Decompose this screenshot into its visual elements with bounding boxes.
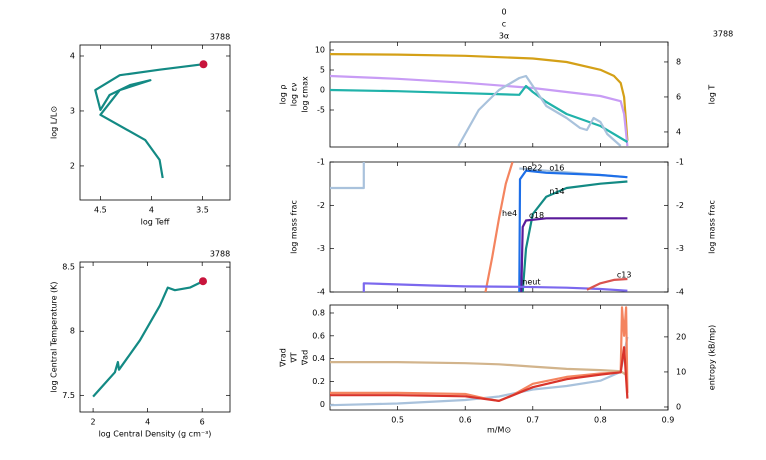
- series-line: [330, 306, 629, 402]
- series-line: [330, 74, 629, 147]
- series-line: [330, 336, 629, 407]
- x-tick-label: 0.8: [594, 416, 607, 425]
- x-tick-label: 3.5: [196, 206, 209, 215]
- y2-tick-label: 20: [676, 332, 686, 341]
- y-tick-label: 8.5: [62, 263, 75, 272]
- y-tick-label: 0.8: [312, 308, 325, 317]
- y-tick-label: 4: [70, 51, 75, 60]
- y-tick-label: 0.6: [312, 331, 325, 340]
- series-group: [330, 162, 628, 292]
- series-label: neut: [522, 277, 540, 286]
- y-tick-label: 5: [320, 66, 325, 75]
- y2-tick-label: -4: [676, 288, 684, 297]
- series-line: [330, 84, 628, 143]
- series-label: ne22: [522, 164, 542, 173]
- y2-axis-label: log T: [708, 85, 717, 105]
- y2-tick-label: 4: [676, 127, 681, 136]
- y-tick-label: 0: [320, 86, 325, 95]
- series-label: o18: [529, 211, 544, 220]
- series-line: [330, 53, 629, 141]
- x-tick-label: 4: [149, 206, 154, 215]
- model-number: 3788: [210, 250, 230, 259]
- y-tick-label: -5: [317, 106, 325, 115]
- y2-tick-label: 6: [676, 92, 681, 101]
- current-point: [199, 60, 208, 69]
- x-tick-label: 0.9: [662, 416, 675, 425]
- series-line: [518, 169, 628, 292]
- x-tick-label: 0.5: [391, 416, 404, 425]
- series-line: [94, 63, 204, 179]
- y2-axis-label: entropy (kB/mp): [708, 325, 717, 390]
- model-number: 3788: [210, 33, 230, 42]
- x-axis-label: log Central Density (g cm⁻³): [99, 430, 212, 439]
- series-group: [94, 63, 204, 179]
- series-line: [521, 180, 628, 292]
- plot-frame: [329, 304, 669, 411]
- y-axis-label: ∇rad: [279, 348, 288, 368]
- y2-tick-label: -2: [676, 201, 684, 210]
- series-label: o16: [549, 164, 564, 173]
- series-line: [362, 282, 628, 292]
- y-tick-label: 3: [70, 106, 75, 115]
- x-axis-label: log Teff: [141, 218, 170, 227]
- series-label: he4: [502, 209, 517, 218]
- series-line: [330, 361, 629, 377]
- y-axis-label: log Central Temperature (K): [50, 281, 59, 392]
- y-tick-label: -4: [317, 288, 325, 297]
- x-tick-label: 0.6: [459, 416, 472, 425]
- y-tick-label: 2: [70, 161, 75, 170]
- model-number: 3788: [713, 30, 733, 39]
- y-tick-label: 0: [320, 400, 325, 409]
- annotation: 3α: [499, 32, 509, 41]
- x-tick-label: 0.7: [526, 416, 539, 425]
- y-axis-label: log ρ: [279, 85, 288, 105]
- y-axis-label: ∇ad: [301, 350, 310, 366]
- y-tick-label: 7.5: [62, 391, 75, 400]
- series-group: [330, 306, 629, 407]
- series-group: [330, 53, 629, 147]
- current-point: [199, 277, 207, 286]
- y-tick-label: -1: [317, 158, 325, 167]
- y-tick-label: -2: [317, 201, 325, 210]
- y-axis-label: log mass frac: [290, 200, 299, 254]
- y-tick-label: 8: [70, 327, 75, 336]
- plot-frame: [79, 44, 231, 201]
- series-line: [330, 346, 629, 402]
- y-tick-label: 0.4: [312, 354, 325, 363]
- x-axis-label: m/M⊙: [487, 426, 511, 435]
- x-tick-label: 6: [200, 418, 205, 427]
- x-tick-label: 4.5: [94, 206, 107, 215]
- y2-tick-label: -3: [676, 244, 684, 253]
- annotation: c: [502, 20, 506, 29]
- y2-tick-label: 8: [676, 57, 681, 66]
- y-axis-label: log εmax: [301, 76, 310, 113]
- y2-tick-label: 0: [676, 402, 681, 411]
- series-label: c13: [617, 270, 632, 279]
- series-label: n14: [549, 187, 564, 196]
- y-axis-label: ∇T: [290, 352, 299, 363]
- series-line: [586, 277, 628, 291]
- y-axis-label: log L/L⊙: [50, 106, 59, 139]
- y-tick-label: -3: [317, 244, 325, 253]
- plot-frame: [79, 261, 231, 413]
- y2-tick-label: 10: [676, 367, 686, 376]
- series-line: [520, 217, 628, 292]
- plot-frame: [329, 41, 669, 148]
- annotation: 0: [501, 8, 506, 17]
- plot-frame: [329, 161, 669, 293]
- series-group: [92, 280, 204, 398]
- y-tick-label: 0.2: [312, 377, 325, 386]
- y2-axis-label: log mass frac: [708, 200, 717, 254]
- y-axis-label: log εν: [290, 82, 299, 106]
- y2-tick-label: -1: [676, 158, 684, 167]
- y-tick-label: 10: [315, 46, 325, 55]
- series-line: [92, 280, 204, 398]
- x-tick-label: 2: [91, 418, 96, 427]
- series-line: [457, 74, 622, 147]
- x-tick-label: 4: [145, 418, 150, 427]
- series-line: [484, 162, 514, 292]
